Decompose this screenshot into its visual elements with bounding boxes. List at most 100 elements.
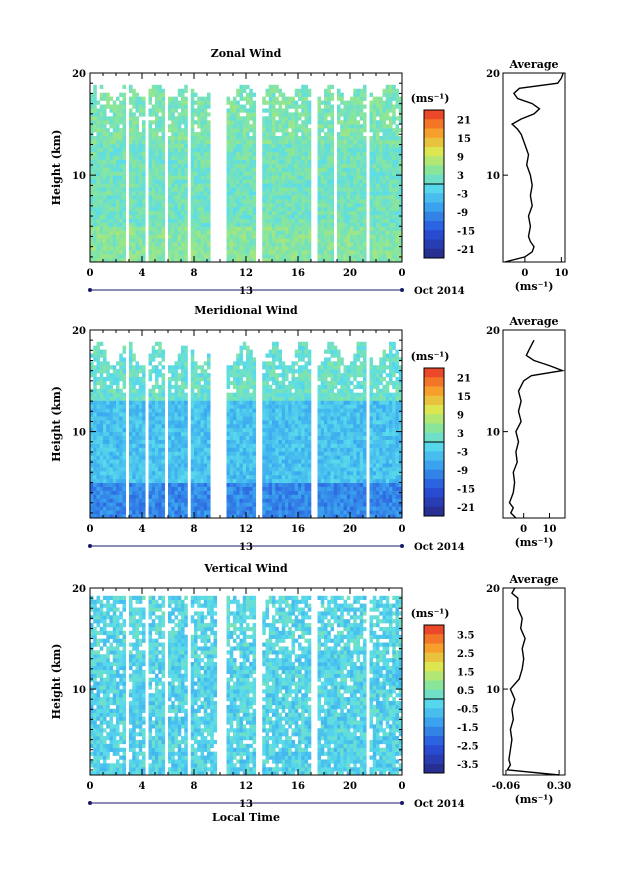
heatmap-cell [174,159,179,164]
heatmap-cell [194,175,198,180]
heatmap-cell [346,104,351,109]
heatmap-cell [203,167,208,172]
heatmap-cell [379,167,383,172]
heatmap-cell [307,116,312,121]
heatmap-cell [138,175,143,180]
heatmap-cell [112,408,117,413]
heatmap-cell [330,250,335,255]
heatmap-cell [236,250,240,255]
heatmap-cell [385,210,390,216]
heatmap-cell [181,246,185,251]
heatmap-cell [239,163,244,168]
heatmap-cell [116,514,120,519]
heatmap-cell [337,151,341,156]
heatmap-cell [226,199,231,204]
heatmap-cell [207,471,211,476]
heatmap-cell [346,100,351,105]
heatmap-cell [233,510,237,515]
heatmap-cell [90,451,94,456]
heatmap-cell [112,238,117,243]
heatmap-cell [363,112,367,117]
heatmap-cell [363,167,367,172]
x-tick-label: 20 [343,268,357,279]
heatmap-cell [148,108,153,113]
heatmap-cell [285,163,289,168]
heatmap-cell [350,242,354,247]
heatmap-cell [109,474,114,480]
heatmap-cell [158,431,162,437]
heatmap-cell [350,159,354,164]
heatmap-cell [382,120,387,125]
heatmap-cell [268,242,273,247]
heatmap-cell [148,377,153,382]
heatmap-cell [106,175,110,180]
heatmap-cell [119,357,123,362]
heatmap-cell [158,96,162,101]
heatmap-cell [340,175,344,180]
heatmap-cell [93,92,97,97]
heatmap-cell [151,471,156,476]
heatmap-cell [324,187,328,192]
heatmap-cell [112,179,117,184]
heatmap-cell [389,242,393,247]
heatmap-cell [288,104,292,109]
heatmap-cell [203,222,208,227]
heatmap-cell [229,183,234,188]
heatmap-cell [103,124,107,129]
heatmap-cell [203,226,208,231]
heatmap-cell [132,478,136,484]
heatmap-cell [275,191,279,196]
heatmap-cell [194,171,198,176]
heatmap-cell [229,171,234,176]
heatmap-cell [203,175,208,180]
heatmap-cell [138,447,143,452]
heatmap-cell [194,136,198,141]
heatmap-cell [203,502,208,507]
heatmap-cell [291,206,296,212]
heatmap-cell [93,116,97,121]
heatmap-cell [161,88,166,93]
heatmap-cell [330,254,335,259]
heatmap-cell [129,159,133,164]
heatmap-cell [122,435,127,440]
heatmap-cell [252,136,257,141]
heatmap-cell [93,502,97,507]
heatmap-cell [350,151,354,156]
heatmap-cell [372,96,377,101]
heatmap-cell [268,112,273,117]
heatmap-cell [246,191,250,196]
heatmap-cell [278,202,283,208]
heatmap-cell [190,230,195,235]
heatmap-cell [109,467,114,472]
heatmap-cell [304,163,309,168]
heatmap-cell [207,167,211,172]
heatmap-cell [99,147,104,153]
heatmap-cell [272,84,276,90]
heatmap-cell [142,175,146,180]
heatmap-cell [132,199,136,204]
heatmap-cell [119,147,123,153]
heatmap-cell [119,155,123,160]
heatmap-cell [379,96,383,101]
heatmap-cell [343,202,348,208]
heatmap-cell [340,214,344,219]
heatmap-cell [148,353,153,358]
heatmap-cell [184,365,188,370]
heatmap-cell [184,175,188,180]
heatmap-cell [116,124,120,129]
heatmap-cell [194,463,198,468]
heatmap-cell [158,92,162,97]
heatmap-cell [320,187,325,192]
heatmap-cell [233,175,237,180]
heatmap-cell [301,202,305,208]
heatmap-cell [177,151,182,156]
heatmap-cell [151,210,156,216]
heatmap-cell [155,392,159,397]
heatmap-cell [129,124,133,129]
heatmap-cell [194,365,198,370]
heatmap-cell [190,373,195,378]
heatmap-cell [382,155,387,160]
heatmap-cell [385,151,390,156]
heatmap-cell [181,471,185,476]
heatmap-cell [207,250,211,255]
